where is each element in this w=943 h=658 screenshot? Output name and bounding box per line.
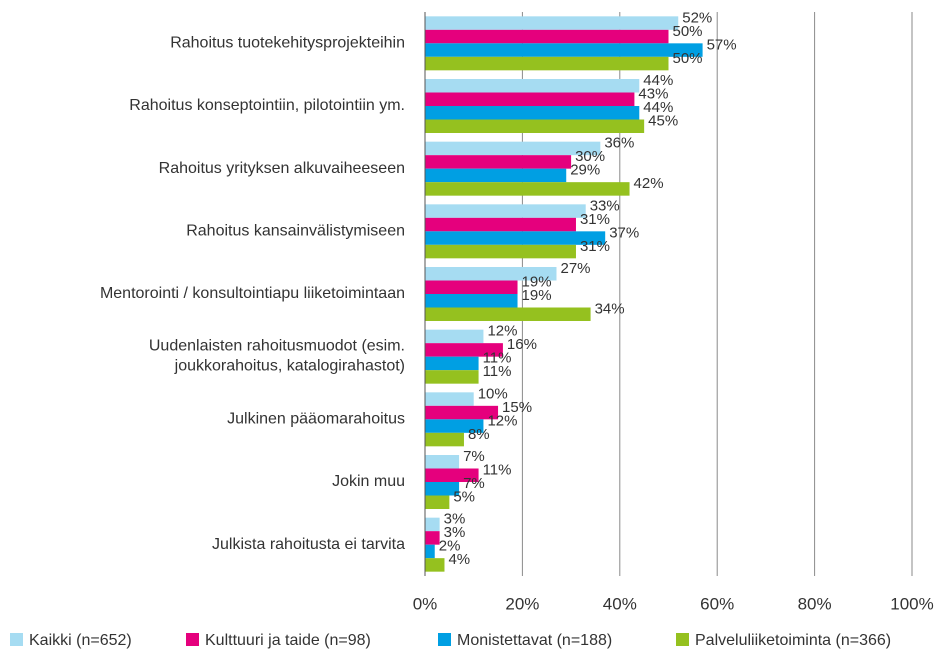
data-label: 44% xyxy=(643,72,673,89)
bar xyxy=(425,468,479,482)
y-category-label: Mentorointi / konsultointiapu liiketoimi… xyxy=(100,285,405,302)
bar xyxy=(425,29,669,44)
data-label: 31% xyxy=(580,238,610,255)
bar xyxy=(425,405,499,420)
y-category-label: Julkinen pääomarahoitus xyxy=(227,411,405,428)
data-label: 12% xyxy=(487,323,517,340)
bar xyxy=(425,455,460,469)
legend-swatch xyxy=(10,633,23,646)
bar xyxy=(425,92,635,106)
bar xyxy=(425,482,460,496)
x-tick-label: 0% xyxy=(413,594,438,613)
y-category-label: Rahoitus tuotekehitysprojekteihin xyxy=(170,35,405,52)
legend-label: Monistettavat (n=188) xyxy=(457,632,612,649)
bar xyxy=(425,495,450,509)
bar xyxy=(425,141,601,156)
data-label: 3% xyxy=(444,524,466,541)
bar xyxy=(425,392,474,406)
legend-swatch xyxy=(438,633,451,646)
data-label: 11% xyxy=(483,363,512,380)
data-label: 57% xyxy=(707,36,737,53)
data-label: 30% xyxy=(575,148,605,165)
bar xyxy=(425,356,479,371)
bar xyxy=(425,56,669,71)
data-label: 43% xyxy=(638,85,668,102)
y-category-label: Uudenlaisten rahoitusmuodot (esim. joukko… xyxy=(149,338,405,375)
bar xyxy=(425,558,445,572)
bar xyxy=(425,419,484,433)
data-label: 8% xyxy=(468,426,490,443)
data-label: 42% xyxy=(634,175,664,192)
bar xyxy=(425,244,576,259)
y-category-label: Jokin muu xyxy=(332,473,405,490)
data-label: 3% xyxy=(444,511,466,528)
bar xyxy=(425,544,435,559)
bar xyxy=(425,43,703,57)
data-label: 16% xyxy=(507,336,537,353)
bar xyxy=(425,119,645,133)
bar xyxy=(425,531,440,545)
data-label: 27% xyxy=(560,260,590,277)
bar xyxy=(425,343,503,357)
data-label: 36% xyxy=(604,135,634,152)
bar xyxy=(425,231,606,245)
data-label: 7% xyxy=(463,448,485,465)
data-label: 44% xyxy=(643,99,673,116)
x-tick-label: 40% xyxy=(603,594,637,613)
y-category-label: Rahoitus yrityksen alkuvaiheeseen xyxy=(159,160,405,177)
bar xyxy=(425,106,640,120)
data-label: 52% xyxy=(682,9,712,26)
legend-swatch xyxy=(676,633,689,646)
bar xyxy=(425,294,518,308)
data-label: 4% xyxy=(448,551,470,568)
data-label: 34% xyxy=(595,300,625,317)
data-label: 50% xyxy=(673,50,703,67)
legend-label: Kulttuuri ja taide (n=98) xyxy=(205,632,371,649)
data-label: 50% xyxy=(673,23,703,40)
bar xyxy=(425,370,479,384)
bar xyxy=(425,168,567,183)
bar xyxy=(425,517,440,532)
bar xyxy=(425,217,576,232)
data-label: 11% xyxy=(483,461,512,478)
bar xyxy=(425,16,679,30)
bar xyxy=(425,432,464,447)
bar xyxy=(425,204,586,218)
data-label: 2% xyxy=(439,538,461,555)
bar xyxy=(425,267,557,281)
data-label: 19% xyxy=(522,273,552,290)
y-category-label: Rahoitus kansainvälistymiseen xyxy=(186,223,405,240)
x-tick-label: 80% xyxy=(798,594,832,613)
bar xyxy=(425,155,572,169)
data-label: 11% xyxy=(483,350,512,367)
data-label: 12% xyxy=(487,412,517,429)
bar xyxy=(425,329,484,344)
bar xyxy=(425,280,518,294)
bar xyxy=(425,307,591,321)
data-label: 7% xyxy=(463,475,485,492)
legend-swatch xyxy=(186,633,199,646)
data-label: 29% xyxy=(570,162,600,179)
data-label: 19% xyxy=(522,287,552,304)
x-tick-label: 100% xyxy=(890,594,933,613)
bar xyxy=(425,182,630,196)
data-label: 31% xyxy=(580,211,610,228)
data-label: 45% xyxy=(648,112,678,129)
data-label: 10% xyxy=(478,385,508,402)
x-tick-label: 60% xyxy=(700,594,734,613)
data-label: 33% xyxy=(590,197,620,214)
x-tick-label: 20% xyxy=(505,594,539,613)
data-label: 5% xyxy=(453,488,475,505)
y-category-label: Julkista rahoitusta ei tarvita xyxy=(212,536,405,553)
data-label: 15% xyxy=(502,399,532,416)
legend-label: Kaikki (n=652) xyxy=(29,632,132,649)
legend-label: Palveluliiketoiminta (n=366) xyxy=(695,632,891,649)
bar xyxy=(425,79,640,93)
data-label: 37% xyxy=(609,224,639,241)
y-category-label: Rahoitus konseptointiin, pilotointiin ym… xyxy=(129,97,405,114)
